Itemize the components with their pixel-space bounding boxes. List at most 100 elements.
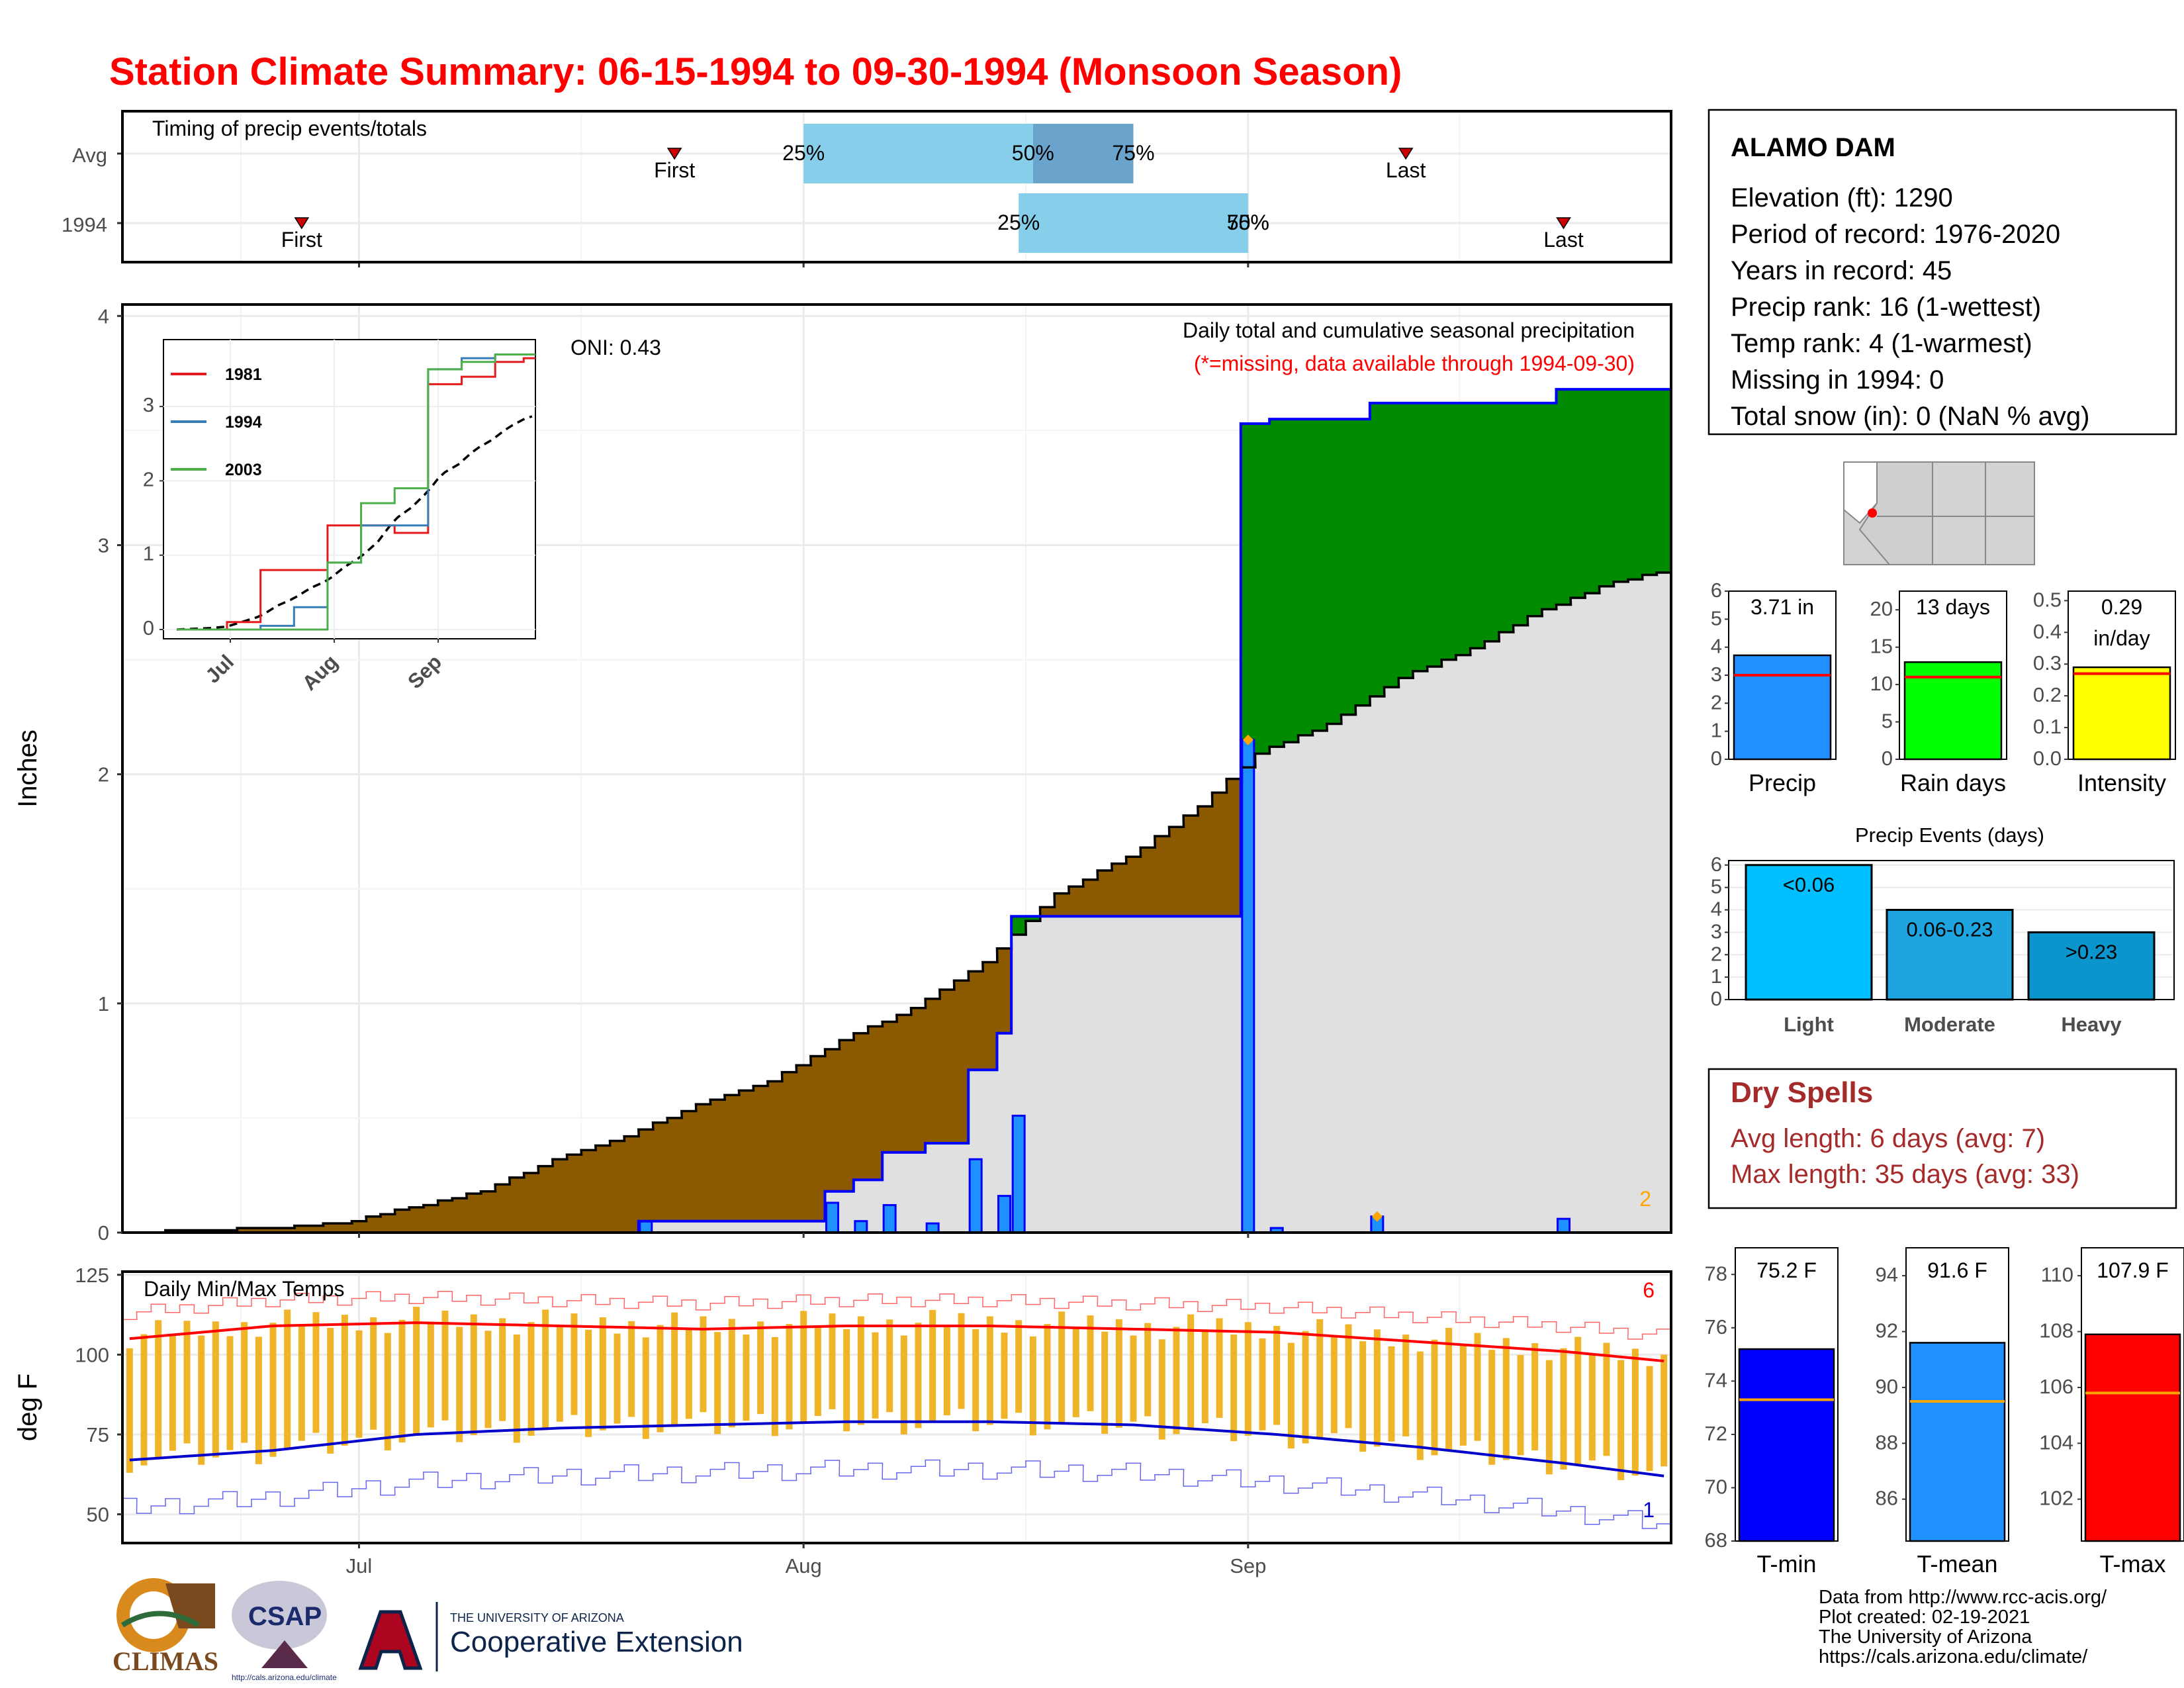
daily-temp-bar [556, 1326, 563, 1422]
precip-deficit-slice [523, 1172, 539, 1233]
daily-temp-bar [628, 1321, 635, 1417]
inset-average-line [176, 415, 533, 631]
daily-temp-bar [814, 1326, 821, 1417]
daily-precip-bar [1557, 1217, 1570, 1234]
daily-temp-bar [1044, 1324, 1051, 1430]
precip-deficit-slice [1154, 836, 1170, 917]
precip-deficit-slice [323, 1223, 338, 1233]
timing-1994-p25-label: 25% [997, 211, 1040, 234]
daily-temp-bar [126, 1348, 133, 1473]
daily-temp-bar [1661, 1354, 1668, 1467]
precip-deficit-slice [1068, 886, 1084, 917]
university-of-arizona-logo: THE UNIVERSITY OF ARIZONA Cooperative Ex… [358, 1602, 743, 1671]
mini-chart-name: Intensity [2077, 769, 2166, 796]
event-bar-label: 0.06-0.23 [1907, 918, 1993, 941]
mini-chart-name: Rain days [1900, 769, 2006, 796]
average-cumulative-line [122, 571, 1672, 1234]
mini-y-tick-label: 6 [1711, 579, 1722, 602]
precip-surplus-slice [1298, 419, 1313, 735]
footer-line-2: Plot created: 02-19-2021 [1819, 1607, 2030, 1628]
precip-deficit-slice [1140, 847, 1156, 917]
precip-surplus-slice [1427, 402, 1442, 667]
mini-y-tick-label: 4 [1711, 635, 1722, 658]
daily-temp-bar [1373, 1329, 1381, 1447]
timing-1994-iqr-lower [1019, 193, 1248, 253]
daily-temp-bar [1201, 1331, 1208, 1424]
precip-surplus-slice [1312, 419, 1328, 731]
timing-1994-p50-label: 50% [1227, 211, 1269, 234]
precip-y-axis-label: Inches [13, 729, 42, 808]
daily-temp-bar [1474, 1333, 1481, 1441]
daily-precip-bar [854, 1220, 868, 1234]
mini-value-bar [1733, 654, 1832, 761]
precip-deficit-slice [1111, 863, 1127, 917]
daily-temp-bar [312, 1312, 320, 1433]
precip-surplus-slice [1484, 402, 1500, 641]
precip-deficit-slice [982, 962, 998, 1070]
daily-temp-bar [1560, 1348, 1567, 1470]
temp-box-y-tick-label: 90 [1876, 1375, 1898, 1398]
temp-box-value-bar [2084, 1333, 2181, 1542]
inset-legend-label: 1994 [225, 413, 262, 432]
daily-temp-bar [886, 1319, 893, 1413]
precip-deficit-slice [466, 1194, 482, 1233]
station-info-line: Total snow (in): 0 (NaN % avg) [1731, 402, 2089, 431]
precip-surplus-slice [1341, 419, 1356, 715]
inset-y-tick-label: 0 [143, 616, 154, 639]
daily-temp-bar [284, 1309, 291, 1449]
mini-y-tick-label: 0.5 [2033, 588, 2062, 611]
precip-deficit-slice [710, 1100, 725, 1221]
daily-temp-bar [1488, 1350, 1496, 1465]
locator-map [1843, 461, 2035, 565]
daily-temp-bar [183, 1321, 191, 1444]
precip-deficit-slice [1097, 870, 1113, 917]
daily-precip-bar [1241, 739, 1255, 1234]
precip-deficit-slice [825, 1049, 840, 1192]
daily-temp-bar [212, 1321, 219, 1458]
mini-y-tick-label: 0.1 [2033, 715, 2062, 738]
temp-box-y-tick-label: 68 [1705, 1528, 1727, 1552]
precip-deficit-slice [567, 1154, 582, 1233]
dry-spells-max: Max length: 35 days (avg: 33) [1731, 1160, 2079, 1189]
mini-value-label: 13 days [1916, 595, 1990, 619]
precip-deficit-slice [810, 1056, 826, 1221]
daily-temp-bar [700, 1316, 707, 1413]
mini-y-tick-label: 0 [1882, 747, 1893, 770]
daily-temp-bar [1502, 1338, 1510, 1460]
daily-temp-bar [1416, 1351, 1424, 1460]
daily-temp-bar [657, 1325, 664, 1432]
precip-deficit-slice [911, 1008, 926, 1152]
precip-surplus-slice [1498, 402, 1514, 633]
daily-precip-bar [997, 1195, 1011, 1234]
precip-surplus-slice [1513, 402, 1528, 626]
csap-logo-text: CSAP [248, 1602, 322, 1631]
precip-deficit-slice [1197, 806, 1213, 917]
inset-series-2003 [177, 353, 535, 631]
dry-spells-title: Dry Spells [1731, 1076, 1873, 1109]
mini-y-tick-label: 0.0 [2033, 747, 2062, 770]
precip-deficit-slice [1212, 792, 1227, 917]
precip-deficit-slice [610, 1141, 625, 1233]
precip-deficit-slice [337, 1223, 353, 1233]
precip-deficit-slice [1054, 893, 1069, 917]
precip-deficit-slice [495, 1184, 510, 1233]
timing-avg-first-marker [666, 148, 682, 160]
daily-temp-bar [943, 1326, 950, 1416]
precip-deficit-slice [1169, 827, 1184, 917]
daily-temp-bar [513, 1335, 520, 1443]
precip-deficit-slice [581, 1150, 596, 1233]
csap-logo: CSAP http://cals.arizona.edu/climate [232, 1581, 337, 1682]
temp-box-name: T-min [1757, 1550, 1817, 1577]
timing-avg-p50-label: 50% [1012, 141, 1054, 165]
timing-1994-last-label: Last [1543, 228, 1584, 252]
daily-precip-bar [925, 1222, 940, 1234]
daily-temp-bar [140, 1334, 148, 1466]
daily-temp-bar [1459, 1344, 1467, 1446]
daily-precip-bar [882, 1203, 897, 1234]
daily-temp-bar [714, 1332, 721, 1434]
inset-y-tick-label: 2 [143, 467, 154, 491]
station-info-line: Elevation (ft): 1290 [1731, 183, 1953, 212]
precip-surplus-slice [1369, 402, 1385, 696]
daily-temp-bar [599, 1317, 606, 1430]
